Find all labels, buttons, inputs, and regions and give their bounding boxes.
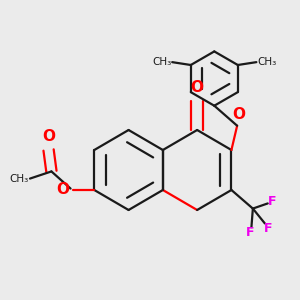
Text: CH₃: CH₃ (152, 57, 171, 67)
Text: F: F (246, 226, 255, 238)
Text: CH₃: CH₃ (9, 174, 28, 184)
Text: F: F (268, 195, 277, 208)
Text: CH₃: CH₃ (257, 57, 277, 67)
Text: O: O (232, 107, 245, 122)
Text: O: O (42, 129, 55, 144)
Text: O: O (190, 80, 204, 95)
Text: O: O (56, 182, 69, 197)
Text: F: F (264, 221, 273, 235)
